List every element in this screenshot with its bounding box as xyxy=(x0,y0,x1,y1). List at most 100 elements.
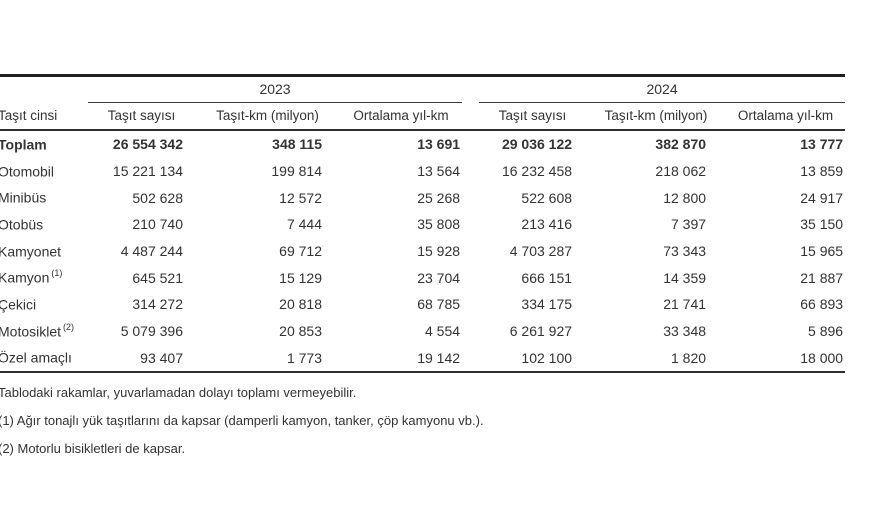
table-cell: 13 564 xyxy=(417,162,461,179)
table-cell: 5 896 xyxy=(808,322,844,339)
year-header-2023: 2023 xyxy=(88,75,463,103)
table-cell: 68 785 xyxy=(417,296,461,313)
gap-cell xyxy=(462,158,479,185)
table-cell: 69 712 xyxy=(279,242,322,259)
table-cell: 645 521 xyxy=(132,269,183,286)
table-cell: 20 853 xyxy=(279,322,322,339)
table-cell: 6 261 927 xyxy=(509,322,573,339)
column-header-2024-vehicle-km: Taşıt-km (milyon) xyxy=(586,102,727,131)
table-row-otobus: Otobüs 210 740 7 444 35 808 213 416 7 39… xyxy=(0,211,845,238)
table-cell: 7 444 xyxy=(286,216,322,233)
table-cell: 210 740 xyxy=(132,216,183,233)
gap-cell xyxy=(462,130,479,158)
year-row-spacer xyxy=(0,76,88,103)
column-header-row: Taşıt cinsi Taşıt sayısı Taşıt-km (milyo… xyxy=(0,102,846,131)
table-cell: 15 129 xyxy=(279,269,322,286)
table-cell: 7 397 xyxy=(670,216,707,233)
footnote-marker: (2) xyxy=(63,321,75,332)
table-cell: 334 175 xyxy=(521,296,573,313)
table-cell: 502 628 xyxy=(132,189,183,206)
table-cell: 348 115 xyxy=(272,136,322,153)
table-cell: 4 487 244 xyxy=(120,242,183,259)
row-label: Çekici xyxy=(0,296,37,313)
table-cell: 1 773 xyxy=(195,344,340,373)
row-label: Kamyonet xyxy=(0,243,62,260)
table-cell: 13 691 xyxy=(417,136,461,153)
column-header-2023-avg-yearly-km: Ortalama yıl-km xyxy=(340,102,463,131)
table-cell: 12 800 xyxy=(663,189,707,206)
year-header-row: 2023 2024 xyxy=(0,75,846,103)
gap-cell xyxy=(462,264,479,291)
table-cell: 199 814 xyxy=(271,162,322,179)
gap-cell xyxy=(462,238,479,265)
footnote-1: (1) Ağır tonajlı yük taşıtlarını da kaps… xyxy=(0,412,484,428)
table-cell: 522 608 xyxy=(521,189,573,206)
table-cell: 15 965 xyxy=(800,242,844,259)
row-label: Toplam xyxy=(0,136,47,153)
footnote-2: (2) Motorlu bisikletleri de kapsar. xyxy=(0,440,186,456)
footnotes: Tablodaki rakamlar, yuvarlamadan dolayı … xyxy=(0,385,845,456)
table-cell: 1 820 xyxy=(586,344,727,373)
table-cell: 16 232 458 xyxy=(501,162,573,179)
table-cell: 20 818 xyxy=(279,296,322,313)
column-header-gap xyxy=(462,102,480,131)
table-cell: 13 777 xyxy=(800,136,844,153)
gap-cell xyxy=(462,211,479,238)
year-gap-spacer xyxy=(462,76,479,103)
column-header-vehicle-type: Taşıt cinsi xyxy=(0,102,88,131)
gap-cell xyxy=(462,184,479,211)
statistics-sheet: 2023 2024 Taşıt cinsi Taşıt sayısı Taşıt… xyxy=(0,74,846,469)
table-cell: 13 859 xyxy=(800,162,844,179)
table-cell: 102 100 xyxy=(479,344,587,373)
table-cell: 5 079 396 xyxy=(120,322,183,339)
table-cell: 93 407 xyxy=(88,344,195,373)
table-cell: 21 741 xyxy=(663,296,707,313)
footnote-marker: (1) xyxy=(51,268,63,279)
table-cell: 218 062 xyxy=(655,162,707,179)
column-header-2023-vehicle-km: Taşıt-km (milyon) xyxy=(195,102,340,131)
row-label: Kamyon (1) xyxy=(0,268,63,286)
table-cell: 73 343 xyxy=(663,242,707,259)
table-cell: 24 917 xyxy=(800,189,844,206)
table-cell: 66 893 xyxy=(800,296,844,313)
table-cell: 4 703 287 xyxy=(509,242,573,259)
table-cell: 666 151 xyxy=(521,269,573,286)
table-cell: 21 887 xyxy=(800,269,844,286)
row-label: Minibüs xyxy=(0,189,47,206)
column-header-2024-vehicle-count: Taşıt sayısı xyxy=(479,102,587,131)
table-cell: 19 142 xyxy=(340,344,463,373)
gap-cell xyxy=(462,344,480,373)
table-cell: 314 272 xyxy=(132,296,183,313)
table-row-total: Toplam 26 554 342 348 115 13 691 29 036 … xyxy=(0,130,845,158)
table-cell: 18 000 xyxy=(726,344,846,373)
table-cell: 213 416 xyxy=(521,216,573,233)
table-cell: 23 704 xyxy=(417,269,461,286)
table-cell: 29 036 122 xyxy=(501,136,573,153)
table-cell: 14 359 xyxy=(663,269,707,286)
table-cell: 382 870 xyxy=(655,136,707,153)
table-row-cekici: Çekici 314 272 20 818 68 785 334 175 21 … xyxy=(0,291,845,318)
table-row-otomobil: Otomobil 15 221 134 199 814 13 564 16 23… xyxy=(0,158,845,185)
gap-cell xyxy=(462,291,479,318)
table-row-ozel-amacli: Özel amaçlı 93 407 1 773 19 142 102 100 … xyxy=(0,344,846,373)
table-row-motosiklet: Motosiklet (2) 5 079 396 20 853 4 554 6 2… xyxy=(0,318,845,345)
table-cell: 26 554 342 xyxy=(112,136,183,153)
row-label: Otomobil xyxy=(0,163,55,180)
table-cell: 4 554 xyxy=(424,322,461,339)
row-label: Motosiklet (2) xyxy=(0,321,75,340)
table-cell: 15 221 134 xyxy=(112,162,183,179)
footnote-rounding: Tablodaki rakamlar, yuvarlamadan dolayı … xyxy=(0,384,357,400)
table-cell: 15 928 xyxy=(417,242,461,259)
table-row-kamyon: Kamyon (1) 645 521 15 129 23 704 666 151 … xyxy=(0,264,845,291)
table-cell: 25 268 xyxy=(417,189,461,206)
row-label: Özel amaçlı xyxy=(0,344,88,373)
table-cell: 12 572 xyxy=(279,189,322,206)
row-label: Otobüs xyxy=(0,216,44,233)
column-header-2024-avg-yearly-km: Ortalama yıl-km xyxy=(726,102,846,131)
vehicle-km-table: 2023 2024 Taşıt cinsi Taşıt sayısı Taşıt… xyxy=(0,74,846,373)
gap-cell xyxy=(462,318,479,345)
table-cell: 35 150 xyxy=(800,216,844,233)
table-cell: 35 808 xyxy=(417,216,461,233)
year-header-2024: 2024 xyxy=(479,75,846,103)
table-row-kamyonet: Kamyonet 4 487 244 69 712 15 928 4 703 2… xyxy=(0,238,845,265)
